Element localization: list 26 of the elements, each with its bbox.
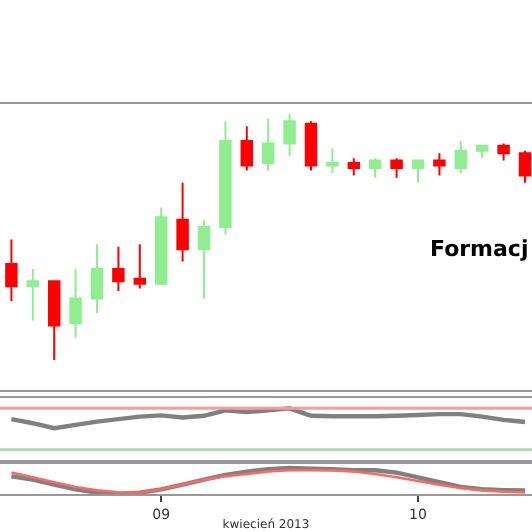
annotation: Formacj — [430, 236, 529, 262]
candlestick — [411, 159, 425, 184]
candlestick — [390, 157, 403, 179]
candlestick — [518, 149, 532, 184]
candlestick — [326, 147, 339, 174]
candlestick — [475, 144, 489, 160]
candlestick — [197, 218, 211, 300]
candlestick — [368, 157, 382, 179]
candlestick — [240, 125, 254, 172]
candlestick — [133, 243, 147, 290]
candlestick — [154, 206, 168, 285]
candlestick — [90, 243, 104, 315]
candlestick — [219, 120, 232, 236]
candlestick — [283, 112, 296, 157]
candlestick — [176, 181, 189, 263]
candlestick — [454, 139, 468, 174]
candlestick — [69, 267, 82, 339]
candlestick — [112, 245, 125, 293]
candlestick — [347, 157, 361, 177]
candlestick — [304, 120, 318, 172]
candlestick — [47, 280, 61, 361]
candlestick — [433, 152, 446, 177]
candlestick — [261, 117, 275, 172]
candlestick — [497, 142, 510, 162]
candlestick — [26, 267, 40, 322]
candlestick — [5, 238, 18, 302]
